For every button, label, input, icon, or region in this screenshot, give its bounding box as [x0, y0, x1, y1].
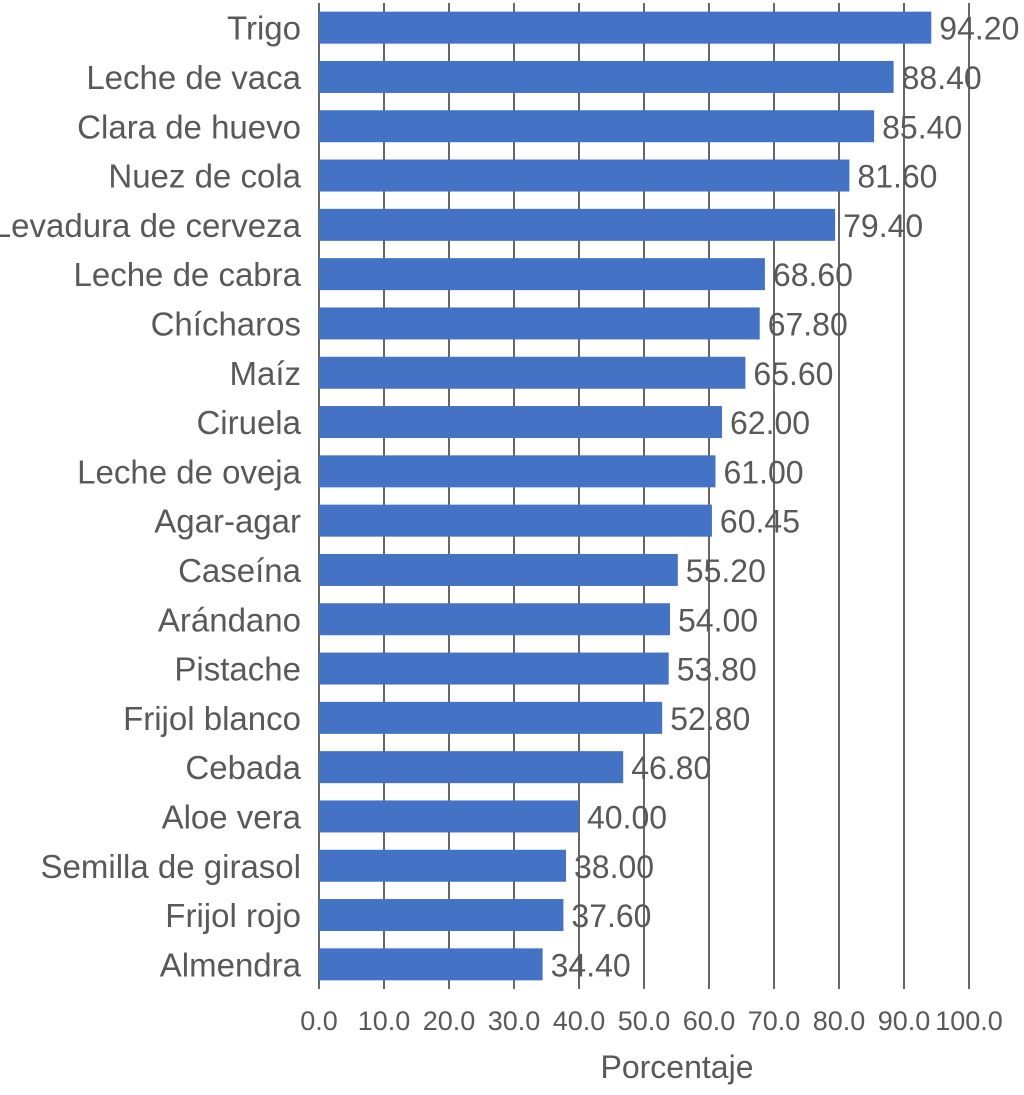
- value-label: 60.45: [720, 504, 800, 540]
- x-tick-label: 0.0: [300, 1006, 338, 1036]
- value-label: 61.00: [724, 454, 804, 490]
- category-label: Arándano: [158, 601, 301, 638]
- x-tick-label: 100.0: [935, 1006, 1003, 1036]
- x-tick-label: 60.0: [683, 1006, 736, 1036]
- x-tick-label: 20.0: [423, 1006, 476, 1036]
- value-label: 88.40: [902, 60, 982, 96]
- category-labels: Trigo Leche de vaca Clara de huevo Nuez de …: [0, 10, 302, 984]
- x-axis-title: Porcentaje: [601, 1049, 754, 1085]
- x-tick-label: 90.0: [878, 1006, 931, 1036]
- category-label: Leche de oveja: [77, 453, 301, 490]
- category-label: Almendra: [160, 946, 302, 983]
- bar: [319, 455, 716, 488]
- value-label: 65.60: [753, 356, 833, 392]
- category-label: Caseína: [178, 552, 302, 589]
- value-label: 81.60: [857, 159, 937, 195]
- bar: [319, 307, 760, 340]
- category-label: Ciruela: [196, 404, 301, 441]
- value-label: 67.80: [768, 306, 848, 342]
- x-axis-tick-labels: 0.0 10.0 20.0 30.0 40.0 50.0 60.0 70.0 80.0 90.0 1…: [300, 1006, 1003, 1036]
- category-label: Clara de huevo: [77, 108, 301, 145]
- category-label: Nuez de cola: [108, 158, 301, 195]
- x-tick-label: 50.0: [618, 1006, 671, 1036]
- value-label: 46.80: [631, 750, 711, 786]
- category-label: Chícharos: [151, 305, 301, 342]
- bar: [319, 652, 669, 685]
- value-label: 34.40: [551, 947, 631, 983]
- category-label: Maíz: [229, 355, 301, 392]
- x-tick-label: 10.0: [358, 1006, 411, 1036]
- bar: [319, 110, 875, 143]
- value-label: 68.60: [773, 257, 853, 293]
- bar: [319, 751, 624, 784]
- category-label: Frijol blanco: [123, 700, 301, 737]
- value-label: 62.00: [730, 405, 810, 441]
- bar: [319, 800, 579, 833]
- value-label: 38.00: [574, 849, 654, 885]
- bar: [319, 159, 850, 192]
- bar: [319, 603, 670, 636]
- bar: [319, 899, 564, 932]
- bar: [319, 553, 678, 586]
- bar: [319, 948, 543, 981]
- bar: [319, 11, 932, 44]
- x-tick-label: 30.0: [488, 1006, 541, 1036]
- value-label: 55.20: [686, 553, 766, 589]
- bar: [319, 258, 765, 291]
- category-label: Cebada: [185, 749, 301, 786]
- value-label: 52.80: [670, 701, 750, 737]
- value-label: 54.00: [678, 602, 758, 638]
- bar: [319, 701, 663, 734]
- bars: [319, 11, 932, 981]
- bar: [319, 406, 722, 439]
- value-label: 85.40: [882, 109, 962, 145]
- value-label: 94.20: [939, 11, 1019, 47]
- category-label: Levadura de cerveza: [0, 207, 302, 244]
- value-labels: 94.20 88.40 85.40 81.60 79.40 68.60 67.80 65.60…: [551, 11, 1020, 984]
- x-tick-label: 80.0: [813, 1006, 866, 1036]
- category-label: Semilla de girasol: [41, 848, 301, 885]
- value-label: 53.80: [677, 652, 757, 688]
- bar: [319, 60, 894, 93]
- bar: [319, 208, 836, 241]
- bar: [319, 356, 746, 389]
- category-label: Leche de vaca: [86, 59, 301, 96]
- bar: [319, 849, 566, 882]
- value-label: 37.60: [571, 898, 651, 934]
- category-label: Aloe vera: [162, 798, 302, 835]
- value-label: 79.40: [843, 208, 923, 244]
- gridlines: [318, 3, 970, 989]
- bar: [319, 504, 712, 537]
- category-label: Pistache: [174, 651, 301, 688]
- x-tick-label: 40.0: [553, 1006, 606, 1036]
- category-label: Agar-agar: [154, 503, 301, 540]
- x-tick-label: 70.0: [748, 1006, 801, 1036]
- value-label: 40.00: [587, 799, 667, 835]
- category-label: Leche de cabra: [73, 256, 301, 293]
- category-label: Frijol rojo: [165, 897, 301, 934]
- category-label: Trigo: [227, 10, 301, 47]
